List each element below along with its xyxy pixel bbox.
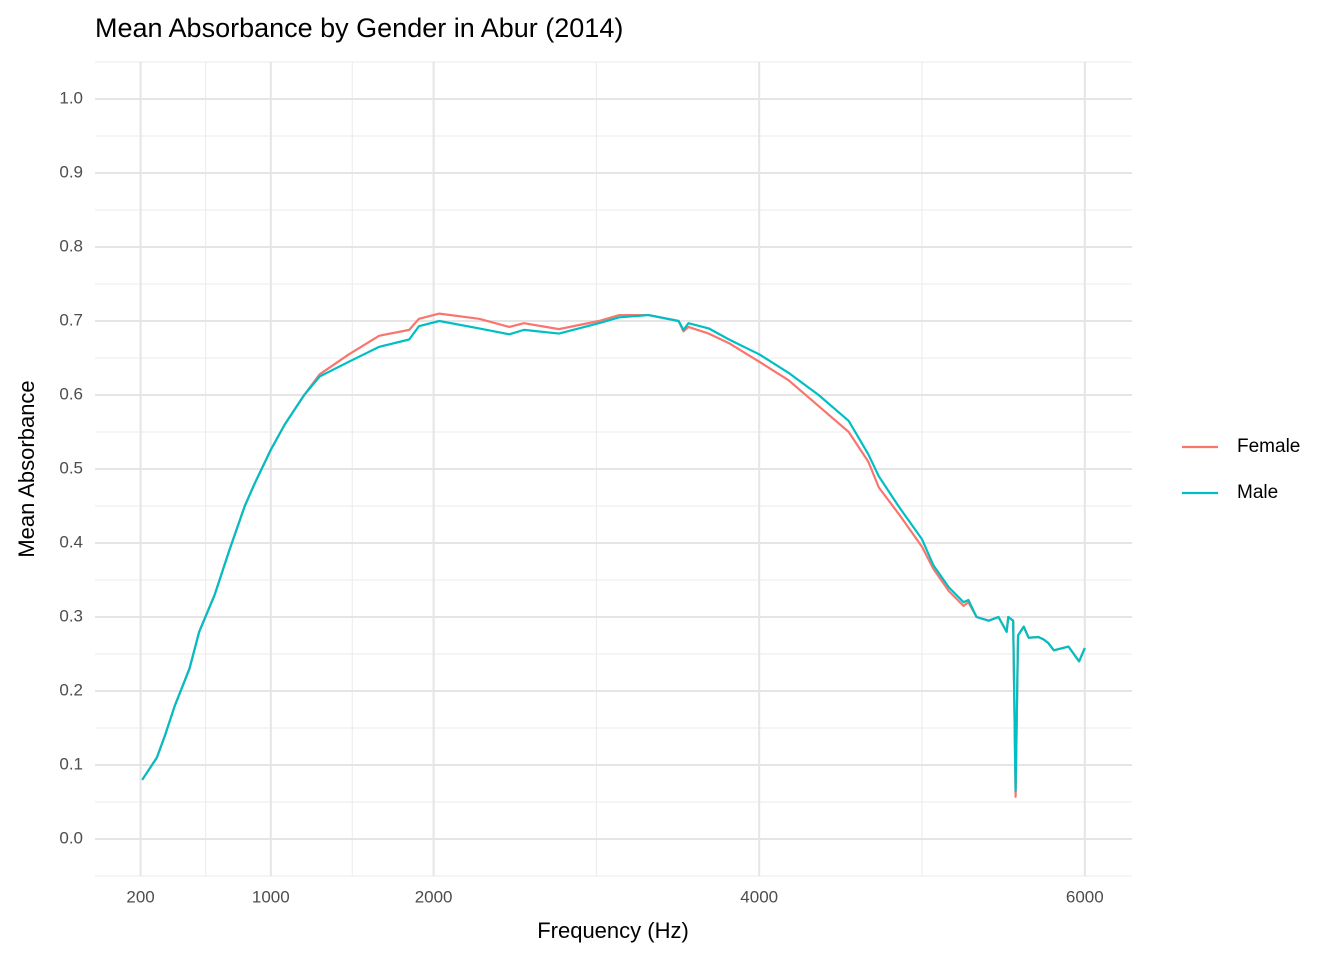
y-tick-label: 0.4	[59, 532, 83, 551]
y-tick-label: 0.9	[59, 162, 83, 181]
x-tick-label: 200	[126, 887, 154, 906]
y-tick-label: 0.1	[59, 754, 83, 773]
x-tick-label: 1000	[252, 887, 290, 906]
x-tick-label: 4000	[740, 887, 778, 906]
legend-label: Male	[1237, 482, 1278, 503]
y-tick-label: 0.8	[59, 236, 83, 255]
y-tick-label: 0.6	[59, 384, 83, 403]
chart-title: Mean Absorbance by Gender in Abur (2014)	[95, 13, 623, 43]
data-line	[141, 312, 1086, 798]
data-line	[141, 313, 1086, 792]
legend: Female Male	[1182, 436, 1300, 503]
legend-label: Female	[1237, 436, 1300, 457]
grid: 0.0 0.1 0.2 0.3 0.4 0.5 0.6 0.7 0.8 0.9 1.0 200 1000…	[59, 61, 1132, 906]
x-tick-label: 6000	[1066, 887, 1104, 906]
y-tick-label: 0.2	[59, 680, 83, 699]
x-tick-label: 2000	[415, 887, 453, 906]
y-tick-label: 0.7	[59, 310, 83, 329]
y-tick-label: 0.3	[59, 606, 83, 625]
y-tick-label: 1.0	[59, 88, 83, 107]
y-tick-label: 0.0	[59, 828, 83, 847]
y-axis-title: Mean Absorbance	[14, 380, 39, 557]
plot	[141, 312, 1086, 798]
y-tick-label: 0.5	[59, 458, 83, 477]
x-axis-title: Frequency (Hz)	[537, 918, 689, 943]
